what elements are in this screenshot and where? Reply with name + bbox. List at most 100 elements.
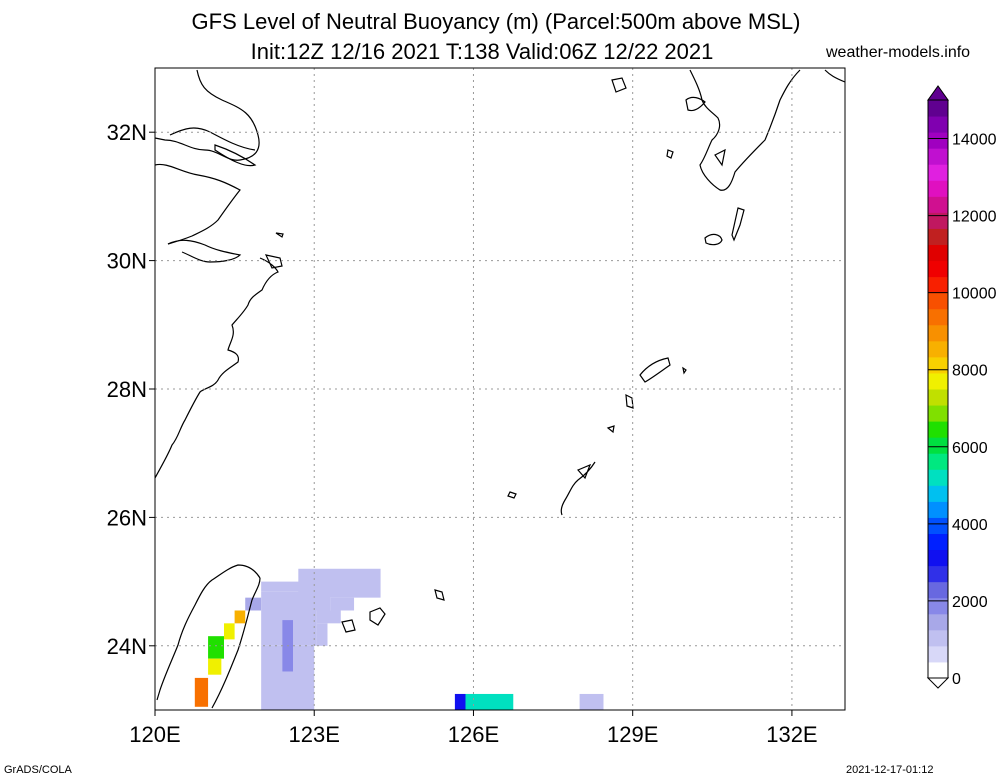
colorbar-max-arrow <box>927 85 949 101</box>
colorbar-segment <box>928 613 948 631</box>
site-credit: weather-models.info <box>826 44 971 61</box>
shaded-cell <box>579 693 604 710</box>
colorbar-segment <box>928 549 948 567</box>
colorbar-segment <box>928 276 948 294</box>
lon-tick-label: 129E <box>607 722 658 747</box>
colorbar-segment <box>928 132 948 149</box>
lon-tick-label: 132E <box>766 722 817 747</box>
shaded-cell <box>316 623 328 646</box>
coastline-shikoku <box>824 69 846 83</box>
colorbar-segment <box>928 228 948 245</box>
coastline-kyushu <box>689 69 801 191</box>
colorbar-tick-label: 10000 <box>952 286 997 303</box>
colorbar-tick-label: 14000 <box>952 132 997 149</box>
lon-tick-label: 126E <box>448 722 499 747</box>
lat-tick-label: 28N <box>107 377 147 402</box>
colorbar-segment <box>928 645 948 663</box>
coastline-taiwan <box>156 564 261 709</box>
coastline-east-china <box>154 69 260 161</box>
footer-timestamp: 2021-12-17-01:12 <box>846 764 934 776</box>
island-kume <box>507 491 517 499</box>
lat-tick-label: 26N <box>107 505 147 530</box>
shaded-cell <box>261 591 331 611</box>
island-kikai <box>682 366 687 375</box>
coastlines <box>154 69 846 709</box>
colorbar-tick-label: 6000 <box>952 440 988 457</box>
colorbar-min-arrow <box>926 677 950 689</box>
colorbar-segment <box>928 597 948 615</box>
shaded-cell <box>234 610 246 624</box>
island-yakushima <box>704 233 723 246</box>
colorbar-tick-label: 8000 <box>952 363 988 380</box>
colorbar-segment <box>928 485 948 502</box>
colorbar-segment <box>928 164 948 181</box>
colorbar-segment <box>928 517 948 534</box>
island-zhoushan-2 <box>275 232 284 238</box>
shaded-cell <box>224 623 235 640</box>
colorbar-tick-label: 0 <box>952 671 961 688</box>
island-tokunoshima <box>625 393 634 409</box>
map-title: GFS Level of Neutral Buoyancy (m) (Parce… <box>191 9 801 34</box>
colorbar-segment <box>928 581 948 599</box>
coastline-yangtze-north <box>169 127 256 151</box>
colorbar-segment <box>928 244 948 262</box>
colorbar-segment <box>928 437 948 454</box>
colorbar-segment <box>928 533 948 551</box>
longitude-ticks: 120E 123E 126E 129E 132E <box>129 710 818 747</box>
shaded-cell <box>316 610 341 624</box>
lat-tick-label: 30N <box>107 249 147 274</box>
colorbar-segment <box>928 469 948 486</box>
colorbar-segment <box>928 212 948 229</box>
latitude-ticks: 24N 26N 28N 30N 32N <box>107 120 155 659</box>
colorbar-tick-label: 12000 <box>952 209 997 226</box>
shaded-cell <box>454 693 466 710</box>
island-koshiki <box>666 149 674 159</box>
colorbar-segment <box>928 260 948 278</box>
colorbar-segment <box>928 372 948 390</box>
map-subtitle: Init:12Z 12/16 2021 T:138 Valid:06Z 12/2… <box>250 39 714 64</box>
coastline-zhejiang <box>154 257 279 479</box>
colorbar-segment <box>928 661 948 679</box>
coastline-kyushu-bay <box>714 148 726 167</box>
lon-tick-label: 123E <box>289 722 340 747</box>
colorbar: 0 2000 4000 6000 8000 10000 12000 14000 <box>926 85 997 689</box>
coastline-hangzhou-bay <box>167 239 242 263</box>
lat-tick-label: 24N <box>107 634 147 659</box>
colorbar-segment <box>928 196 948 213</box>
island-ishigaki <box>369 607 386 626</box>
colorbar-segment <box>928 501 948 518</box>
colorbar-segment <box>928 421 948 438</box>
lon-tick-label: 120E <box>129 722 180 747</box>
shaded-cell <box>245 597 262 611</box>
coastline-kyushu-west <box>685 96 706 112</box>
island-okinoerabu <box>606 425 615 434</box>
island-amami <box>639 357 671 383</box>
shaded-field <box>194 568 604 710</box>
colorbar-segment <box>928 324 948 342</box>
colorbar-segment <box>928 340 948 358</box>
colorbar-segment <box>928 116 948 133</box>
island-miyako <box>434 589 445 601</box>
colorbar-segment <box>928 565 948 583</box>
colorbar-tick-label: 2000 <box>952 594 988 611</box>
island-goto <box>611 77 627 93</box>
colorbar-segment <box>928 148 948 165</box>
island-yonaguni <box>341 619 356 633</box>
colorbar-segment <box>928 180 948 197</box>
shaded-cell <box>208 636 224 659</box>
colorbar-segment <box>928 292 948 310</box>
lat-tick-label: 32N <box>107 120 147 145</box>
colorbar-segment <box>928 629 948 647</box>
coastline-shanghai <box>154 163 241 245</box>
colorbar-segment <box>928 453 948 470</box>
colorbar-segment <box>928 389 948 406</box>
colorbar-segment <box>928 308 948 326</box>
colorbar-segment <box>928 100 948 117</box>
shaded-cell <box>194 677 209 707</box>
shaded-cell <box>208 658 222 675</box>
island-tanegashima <box>731 207 745 242</box>
colorbar-segment <box>928 356 948 374</box>
colorbar-tick-label: 4000 <box>952 517 988 534</box>
footer-software: GrADS/COLA <box>4 764 72 776</box>
